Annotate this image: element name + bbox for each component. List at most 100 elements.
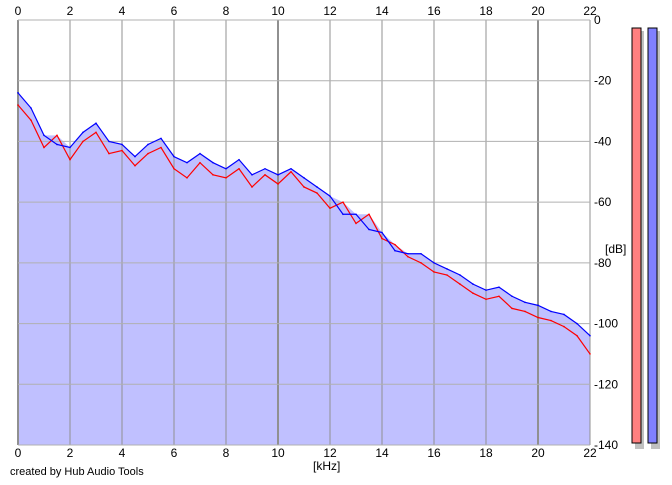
- data-point: [82, 131, 84, 134]
- data-point: [121, 149, 123, 152]
- data-point: [82, 140, 84, 143]
- data-point: [420, 252, 422, 255]
- level-meters: [631, 27, 660, 449]
- data-point: [238, 158, 240, 161]
- data-point: [511, 307, 513, 310]
- series-layer: [17, 92, 591, 355]
- data-point: [264, 167, 266, 170]
- data-point: [56, 143, 58, 146]
- data-point: [576, 334, 578, 337]
- y-tick-label: -80: [594, 256, 612, 270]
- data-point: [251, 186, 253, 188]
- x-tick-label-bottom: 6: [171, 446, 178, 460]
- data-point: [381, 237, 383, 240]
- data-point: [498, 286, 500, 288]
- data-point: [264, 174, 266, 176]
- data-point: [277, 174, 279, 176]
- x-tick-label-bottom: 20: [531, 446, 545, 460]
- data-point: [30, 107, 32, 109]
- data-point: [95, 131, 97, 134]
- x-tick-label-top: 14: [375, 4, 389, 18]
- data-point: [238, 167, 240, 170]
- data-point: [589, 334, 591, 337]
- y-tick-label: -140: [594, 438, 618, 452]
- data-point: [472, 292, 474, 295]
- data-point: [511, 295, 513, 298]
- data-point: [433, 271, 435, 273]
- x-tick-label-top: 0: [15, 4, 22, 18]
- data-point: [459, 283, 461, 285]
- spectrum-area: [18, 92, 590, 445]
- grid-layer: [17, 19, 591, 446]
- data-point: [420, 262, 422, 264]
- spectrum-fill-layer: [18, 92, 590, 445]
- data-point: [550, 319, 552, 322]
- data-point: [589, 353, 591, 355]
- data-point: [563, 313, 565, 316]
- x-tick-label-top: 6: [171, 4, 178, 18]
- x-tick-label-bottom: 12: [323, 446, 337, 460]
- data-point: [95, 122, 97, 125]
- y-tick-label: 0: [594, 13, 601, 27]
- data-point: [537, 316, 539, 319]
- data-point: [17, 92, 19, 94]
- x-tick-label-top: 18: [479, 4, 493, 18]
- data-point: [550, 310, 552, 313]
- data-point: [186, 161, 188, 164]
- x-axis-label: [kHz]: [313, 459, 340, 473]
- data-point: [186, 177, 188, 179]
- x-tick-label-top: 20: [531, 4, 545, 18]
- data-point: [381, 231, 383, 234]
- data-point: [446, 268, 448, 270]
- data-point: [69, 146, 71, 149]
- meter-bar-l: [631, 27, 642, 444]
- data-point: [134, 164, 136, 167]
- data-point: [368, 228, 370, 231]
- data-point: [329, 207, 331, 210]
- x-tick-label-top: 16: [427, 4, 441, 18]
- y-tick-label: -120: [594, 377, 618, 391]
- x-tick-label-bottom: 0: [15, 446, 22, 460]
- data-point: [342, 201, 344, 203]
- meter-bar-r: [647, 27, 658, 444]
- data-point: [329, 195, 331, 197]
- data-point: [225, 177, 227, 179]
- x-tick-label-bottom: 8: [223, 446, 230, 460]
- x-tick-label-top: 10: [271, 4, 285, 18]
- data-point: [316, 186, 318, 188]
- data-point: [537, 304, 539, 307]
- x-tick-label-bottom: 2: [67, 446, 74, 460]
- x-tick-label-top: 22: [583, 4, 597, 18]
- data-point: [17, 104, 19, 106]
- data-point: [446, 274, 448, 276]
- data-point: [160, 137, 162, 140]
- y-tick-label: -20: [594, 74, 612, 88]
- data-point: [485, 289, 487, 291]
- data-point: [212, 174, 214, 176]
- data-point: [407, 252, 409, 255]
- y-tick-label: -100: [594, 317, 618, 331]
- data-point: [459, 274, 461, 276]
- data-point: [160, 146, 162, 149]
- x-tick-label-top: 2: [67, 4, 74, 18]
- data-point: [394, 243, 396, 246]
- x-tick-label-bottom: 10: [271, 446, 285, 460]
- data-point: [407, 255, 409, 258]
- data-point: [56, 134, 58, 137]
- x-tick-label-bottom: 22: [583, 446, 597, 460]
- data-point: [225, 167, 227, 170]
- data-point: [212, 161, 214, 164]
- data-point: [147, 143, 149, 146]
- x-tick-label-bottom: 14: [375, 446, 389, 460]
- y-axis-label: [dB]: [605, 242, 626, 256]
- data-point: [121, 143, 123, 146]
- data-point: [173, 167, 175, 170]
- data-point: [290, 170, 292, 173]
- data-point: [394, 249, 396, 252]
- data-point: [277, 183, 279, 185]
- y-tick-label: -40: [594, 134, 612, 148]
- data-point: [251, 174, 253, 176]
- data-point: [433, 262, 435, 264]
- data-point: [147, 152, 149, 155]
- data-point: [69, 158, 71, 161]
